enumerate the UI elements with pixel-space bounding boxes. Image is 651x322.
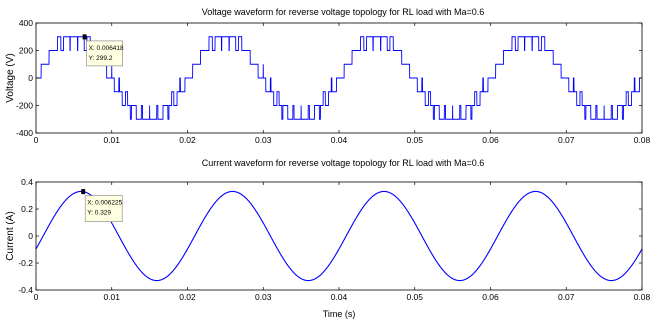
y-tick-label: -0.4 [18,285,33,295]
voltage-datatip-marker [82,34,87,40]
current-x-axis-label: Time (s) [323,309,356,319]
x-tick-label: 0.03 [255,292,272,302]
x-tick-label: 0.07 [558,292,575,302]
x-tick-label: 0.07 [558,135,575,145]
x-tick-label: 0.02 [179,135,196,145]
y-tick-label: -400 [16,128,33,138]
x-tick-label: 0.05 [406,292,423,302]
y-tick-label: 200 [19,46,33,56]
y-tick-label: 0 [28,73,33,83]
voltage-datatip-box [86,40,123,67]
current-datatip-y: Y: 0.329 [87,210,111,217]
current-plot: Current waveform for reverse voltage top… [5,158,651,319]
y-tick-label: -0.2 [18,258,33,268]
x-tick-label: 0.04 [331,292,348,302]
current-datatip-x: X: 0.006225 [87,200,122,207]
voltage-y-ticks: 400 200 0 -200 -400 [16,18,642,138]
voltage-x-ticks: 0 0.01 0.02 0.03 0.04 0.05 0.06 0.07 0.08 [34,23,651,145]
x-tick-label: 0.01 [103,135,120,145]
y-tick-label: 0.2 [21,204,33,214]
x-tick-label: 0.04 [331,135,348,145]
voltage-series [36,36,642,120]
y-tick-label: 400 [19,18,33,28]
voltage-datatip-y: Y: 299.2 [89,55,113,62]
x-tick-label: 0.06 [482,292,499,302]
current-series [35,190,643,282]
voltage-plot-title: Voltage waveform for reverse voltage top… [202,7,485,17]
current-datatip-box [84,195,123,222]
current-datatip-marker [81,189,86,195]
current-plot-title: Current waveform for reverse voltage top… [202,158,485,168]
voltage-waveform-line [36,36,642,120]
x-tick-label: 0.06 [482,135,499,145]
x-tick-label: 0.02 [179,292,196,302]
x-tick-label: 0.01 [103,292,120,302]
current-datatip[interactable]: X: 0.006225 Y: 0.329 [81,189,123,222]
x-tick-label: 0 [34,292,39,302]
x-tick-label: 0.08 [634,135,651,145]
current-y-ticks: 0.4 0.2 0 -0.2 -0.4 [18,177,642,295]
x-tick-label: 0.03 [255,135,272,145]
y-tick-label: 0.4 [21,177,33,187]
x-tick-label: 0.05 [406,135,423,145]
current-waveform-line [35,190,643,282]
current-plot-area [36,182,642,290]
y-tick-label: -200 [16,101,33,111]
voltage-datatip-x: X: 0.006418 [89,45,124,52]
x-tick-label: 0.08 [634,292,651,302]
y-tick-label: 0 [28,231,33,241]
x-tick-label: 0 [34,135,39,145]
current-x-ticks: 0 0.01 0.02 0.03 0.04 0.05 0.06 0.07 0.08 [34,182,651,302]
voltage-y-axis-label: Voltage (V) [5,53,16,102]
voltage-datatip[interactable]: X: 0.006418 Y: 299.2 [82,34,124,67]
current-y-axis-label: Current (A) [5,211,16,260]
voltage-plot: Voltage waveform for reverse voltage top… [5,7,651,145]
